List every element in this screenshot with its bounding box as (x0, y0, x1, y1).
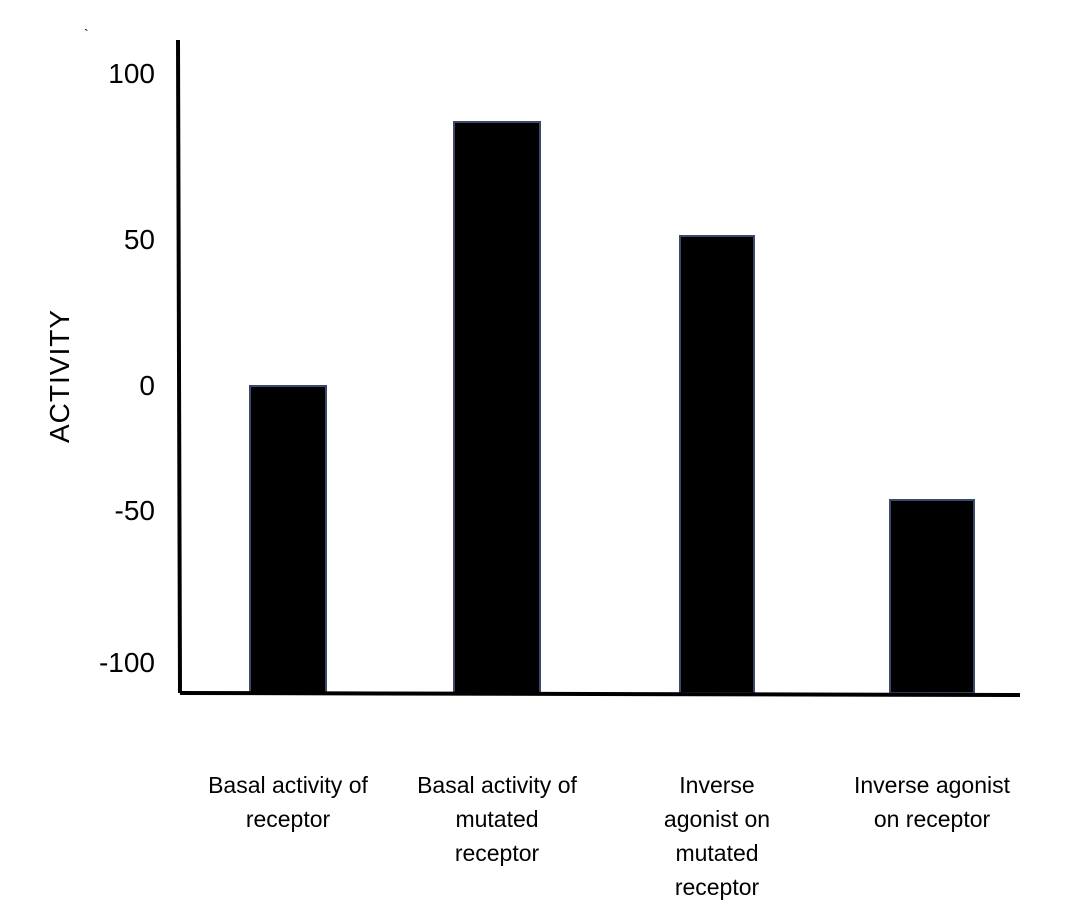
y-axis-line (176, 39, 182, 694)
bar-1 (249, 385, 327, 694)
category-label: Inverse agonist on receptor (854, 772, 1010, 832)
bar-2 (453, 121, 541, 694)
y-tick-label: -100 (98, 647, 155, 678)
y-tick-label: 50 (123, 224, 155, 255)
stray-mark: ` (84, 26, 89, 42)
y-tick-label: 100 (108, 58, 155, 89)
bar-4 (889, 499, 975, 694)
y-tick-label: 0 (139, 370, 155, 401)
category-label: Basal activity of receptor (208, 772, 368, 832)
x-axis-line (179, 691, 1021, 697)
bars-group (249, 121, 975, 694)
category-label: Inverse agonist on mutated receptor (663, 772, 771, 900)
bar-3 (679, 235, 755, 694)
y-axis-label: ACTIVITY (44, 308, 75, 443)
category-label: Basal activity of mutated receptor (417, 772, 577, 866)
y-tick-label: -50 (114, 495, 155, 526)
